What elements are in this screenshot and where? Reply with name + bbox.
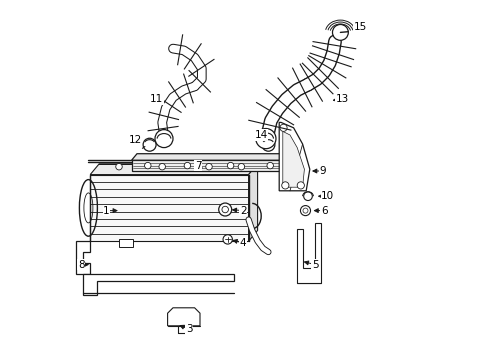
Polygon shape — [248, 164, 258, 241]
Polygon shape — [119, 239, 133, 247]
Text: 1: 1 — [103, 206, 110, 216]
Circle shape — [297, 182, 304, 189]
Circle shape — [282, 182, 289, 189]
Polygon shape — [168, 308, 200, 326]
Circle shape — [155, 130, 173, 148]
Circle shape — [300, 206, 311, 216]
Circle shape — [143, 138, 156, 151]
Circle shape — [116, 163, 122, 170]
Circle shape — [184, 162, 191, 169]
Polygon shape — [279, 122, 310, 191]
Circle shape — [256, 129, 276, 149]
Circle shape — [227, 162, 234, 169]
Text: 7: 7 — [195, 161, 201, 171]
Circle shape — [145, 162, 151, 169]
Text: 9: 9 — [319, 166, 326, 176]
Circle shape — [219, 203, 232, 216]
Polygon shape — [76, 241, 90, 274]
Circle shape — [280, 124, 287, 131]
Text: 14: 14 — [255, 130, 268, 140]
Circle shape — [262, 138, 275, 151]
Text: 12: 12 — [128, 135, 142, 145]
Polygon shape — [90, 164, 258, 175]
Text: 2: 2 — [240, 206, 246, 216]
Circle shape — [267, 162, 273, 169]
Text: 3: 3 — [186, 324, 193, 334]
Circle shape — [159, 163, 166, 170]
Circle shape — [223, 235, 232, 244]
Polygon shape — [132, 160, 290, 171]
Circle shape — [303, 208, 308, 213]
Polygon shape — [90, 175, 248, 241]
Text: 11: 11 — [150, 94, 164, 104]
Text: 6: 6 — [321, 206, 327, 216]
Text: 10: 10 — [321, 191, 334, 201]
Polygon shape — [132, 154, 295, 160]
Polygon shape — [83, 274, 234, 295]
Text: 8: 8 — [78, 260, 84, 270]
Text: 4: 4 — [240, 238, 246, 248]
Text: 15: 15 — [354, 22, 367, 32]
Text: 13: 13 — [336, 94, 349, 104]
Circle shape — [238, 163, 245, 170]
Text: 5: 5 — [312, 260, 318, 270]
Polygon shape — [283, 131, 304, 187]
Polygon shape — [297, 223, 320, 283]
Circle shape — [333, 24, 348, 40]
Circle shape — [304, 192, 312, 201]
Circle shape — [222, 206, 228, 213]
Circle shape — [206, 163, 212, 170]
